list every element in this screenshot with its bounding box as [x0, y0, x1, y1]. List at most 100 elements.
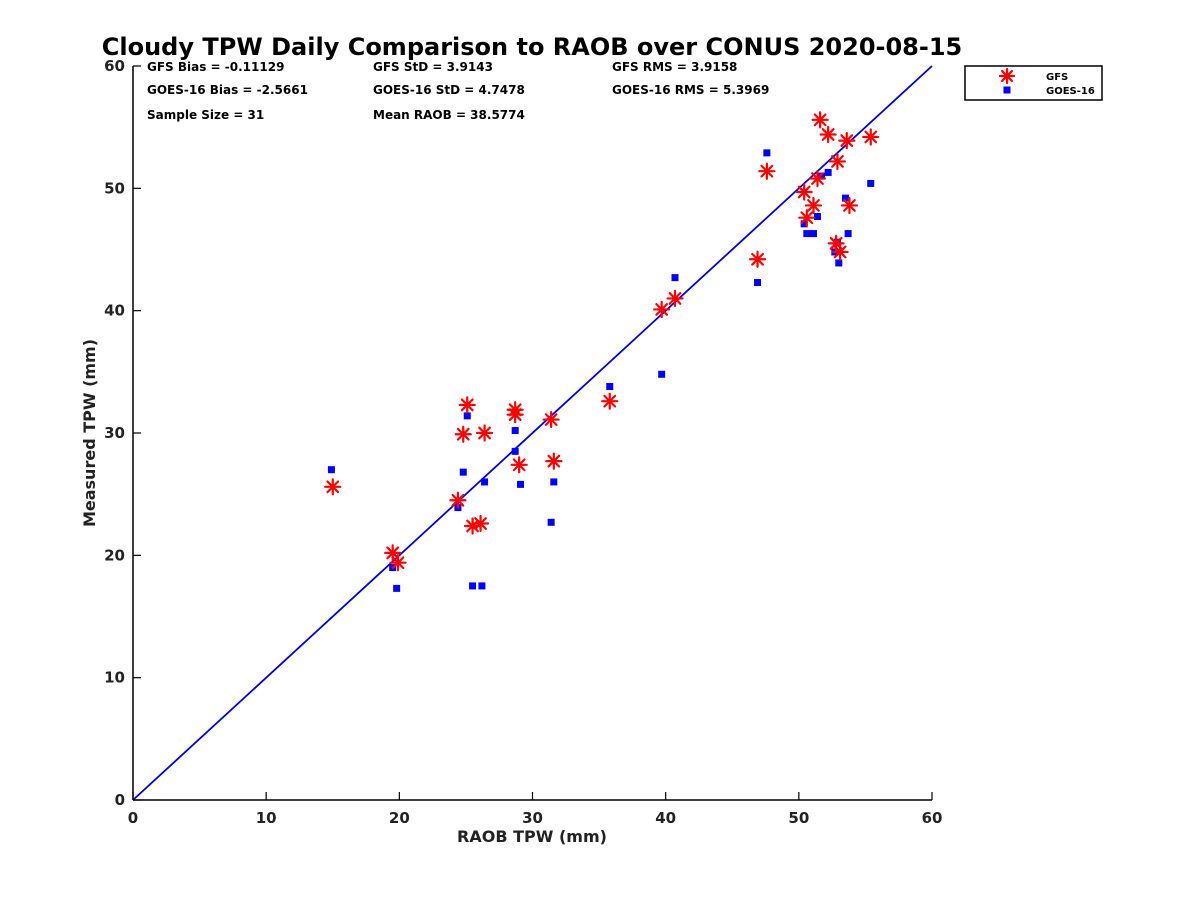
gfs-point-stroke: [668, 292, 682, 305]
gfs-point-stroke: [831, 155, 844, 168]
gfs-point: [862, 128, 880, 146]
gfs-point-stroke: [386, 546, 400, 560]
axis-ticks-layer: 0 10 20 30 40 50 60 0 10 20 30 40 50 60: [104, 57, 942, 827]
goes-16-point: [463, 412, 471, 420]
gfs-point: [748, 250, 767, 268]
y-tick-label: 40: [104, 302, 125, 320]
legend-marker-goes-16: [1003, 86, 1011, 94]
y-tick-label: 30: [104, 424, 125, 442]
stat-label: GFS StD = 3.9143: [373, 60, 493, 74]
stat-label: GOES-16 StD = 4.7478: [373, 83, 525, 97]
goes-16-point: [547, 518, 555, 526]
gfs-point: [545, 452, 563, 470]
goes-16-point: [803, 230, 811, 238]
gfs-point: [475, 424, 494, 442]
gfs-point: [838, 132, 856, 150]
gfs-point-stroke: [800, 211, 814, 225]
gfs-point: [808, 169, 827, 188]
goes-16-point: [478, 582, 486, 590]
goes-16-point: [824, 168, 832, 176]
stat-label: Sample Size = 31: [147, 108, 264, 122]
gfs-point-stroke: [864, 130, 878, 144]
gfs-point: [831, 243, 849, 261]
stat-label: GFS Bias = -0.11129: [147, 60, 284, 74]
goes-16-point: [481, 478, 489, 486]
goes-16-point: [511, 427, 519, 435]
goes-16-point: [800, 220, 808, 228]
goes-16-point: [517, 480, 525, 488]
gfs-point-stroke: [603, 394, 617, 408]
goes-16-point: [606, 383, 614, 391]
x-tick-label: 30: [522, 809, 543, 827]
x-axis-label: RAOB TPW (mm): [457, 827, 607, 846]
gfs-point-stroke: [508, 408, 522, 422]
chart-title: Cloudy TPW Daily Comparison to RAOB over…: [102, 33, 962, 61]
gfs-point: [795, 183, 813, 201]
goes-16-point: [469, 582, 477, 590]
goes-16-point: [841, 194, 849, 202]
stat-label: GFS RMS = 3.9158: [612, 60, 737, 74]
gfs-point-stroke: [460, 398, 474, 412]
gfs-point-stroke: [811, 172, 824, 185]
gfs-point: [758, 162, 776, 180]
gfs-point: [471, 514, 490, 533]
gfs-point: [601, 392, 619, 410]
legend-label-goes-16: GOES-16: [1046, 86, 1095, 97]
stat-label: GOES-16 RMS = 5.3969: [612, 83, 769, 97]
goes-16-point: [327, 466, 335, 474]
goes-16-point: [754, 279, 762, 287]
gfs-point: [506, 406, 524, 424]
goes-16-point: [813, 212, 821, 220]
gfs-point: [666, 289, 684, 308]
gfs-point-stroke: [760, 164, 774, 178]
legend-label-gfs: GFS: [1046, 72, 1068, 83]
x-tick-label: 40: [655, 809, 676, 827]
legend-box: [964, 65, 1103, 101]
y-tick-label: 10: [104, 669, 125, 687]
goes-16-point: [867, 179, 875, 187]
gfs-point-stroke: [478, 426, 491, 440]
goes-16-point: [393, 584, 401, 592]
goes-16-point: [550, 478, 558, 486]
gfs-point: [449, 491, 467, 509]
gfs-point-stroke: [840, 134, 854, 148]
gfs-point-stroke: [833, 245, 847, 259]
stat-label: GOES-16 Bias = -2.5661: [147, 83, 308, 97]
gfs-point: [542, 410, 560, 429]
goes-16-point: [658, 370, 666, 378]
gfs-point-stroke: [474, 517, 487, 530]
goes-16-point: [459, 468, 467, 476]
gfs-point-stroke: [751, 252, 764, 266]
goes-16-point: [763, 149, 771, 157]
gfs-point: [653, 300, 671, 319]
y-tick-label: 50: [104, 179, 125, 197]
x-tick-label: 20: [389, 809, 410, 827]
gfs-point-stroke: [512, 458, 526, 472]
gfs-point-stroke: [456, 427, 470, 441]
x-tick-label: 60: [922, 809, 943, 827]
gfs-point: [811, 111, 829, 129]
y-axis-label: Measured TPW (mm): [80, 339, 99, 527]
gfs-point: [389, 554, 407, 572]
gfs-point: [510, 456, 528, 474]
stat-label: Mean RAOB = 38.5774: [373, 108, 525, 122]
x-tick-label: 50: [788, 809, 809, 827]
gfs-point: [804, 196, 823, 215]
goes-16-point: [671, 274, 679, 282]
gfs-point-stroke: [391, 556, 405, 570]
gfs-point-stroke: [829, 236, 843, 250]
gfs-point: [840, 196, 859, 215]
gfs-point-stroke: [655, 303, 669, 316]
goes-16-point: [844, 230, 852, 238]
gfs-point: [454, 425, 472, 443]
gfs-point: [798, 209, 816, 227]
gfs-point-stroke: [821, 128, 835, 141]
statistics-annotations: GFS Bias = -0.11129 GFS StD = 3.9143 GFS R…: [147, 60, 769, 122]
gfs-point: [819, 125, 837, 144]
reference-line-layer: [132, 65, 933, 801]
legend-marker-gfs: [998, 67, 1016, 85]
gfs-point-stroke: [547, 454, 561, 468]
gfs-point-stroke: [797, 185, 811, 199]
gfs-point-stroke: [843, 199, 856, 212]
